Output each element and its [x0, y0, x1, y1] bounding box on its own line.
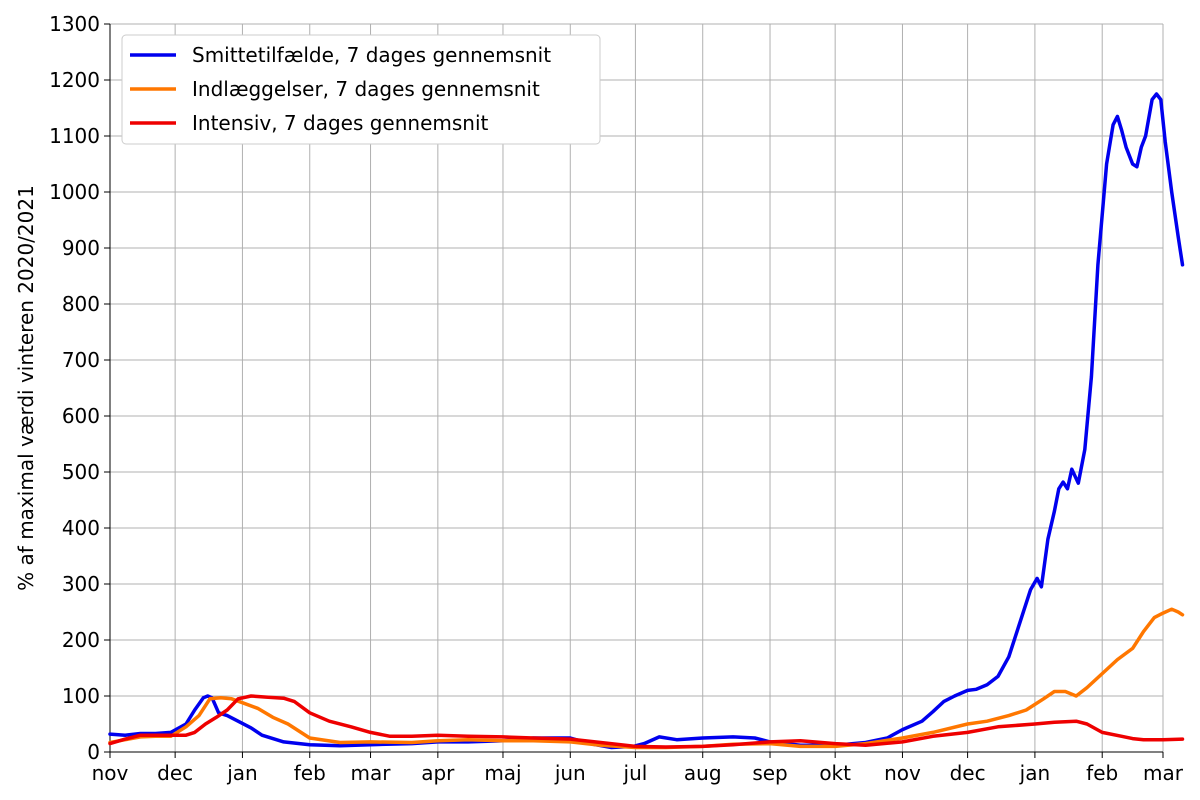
y-tick-label: 600 — [62, 404, 100, 428]
y-tick-label: 800 — [62, 292, 100, 316]
x-tick-label: okt — [819, 761, 851, 785]
y-tick-label: 300 — [62, 572, 100, 596]
x-tick-label: feb — [294, 761, 326, 785]
x-tick-label: nov — [92, 761, 129, 785]
legend-label-0: Smittetilfælde, 7 dages gennemsnit — [192, 43, 551, 67]
x-ticks: nov dec jan feb mar apr maj jun jul aug sep okt nov d… — [92, 752, 1184, 785]
y-tick-label: 400 — [62, 516, 100, 540]
legend-box — [121, 34, 601, 145]
y-tick-label: 700 — [62, 348, 100, 372]
x-tick-label: mar — [1143, 761, 1184, 785]
y-tick-label: 1300 — [49, 12, 100, 36]
x-tick-label: sep — [752, 761, 787, 785]
x-tick-label: nov — [884, 761, 921, 785]
axes — [109, 24, 1163, 753]
x-tick-label: jan — [226, 761, 258, 785]
y-tick-label: 200 — [62, 628, 100, 652]
series-line-0 — [108, 92, 1185, 750]
y-ticks: 0 100 200 300 400 500 600 700 800 900 1000 1100 1200… — [49, 12, 110, 764]
legend-label-2: Intensiv, 7 dages gennemsnit — [192, 111, 489, 135]
y-tick-label: 1000 — [49, 180, 100, 204]
y-tick-label: 500 — [62, 460, 100, 484]
x-tick-label: jun — [554, 761, 586, 785]
y-tick-label: 0 — [87, 740, 100, 764]
y-tick-label: 100 — [62, 684, 100, 708]
x-tick-label: feb — [1086, 761, 1118, 785]
x-tick-label: maj — [484, 761, 521, 785]
series-line-2 — [108, 694, 1185, 749]
legend-label-1: Indlæggelser, 7 dages gennemsnit — [192, 77, 540, 101]
x-tick-label: mar — [351, 761, 392, 785]
x-tick-label: dec — [950, 761, 986, 785]
y-tick-label: 1200 — [49, 68, 100, 92]
legend: Smittetilfælde, 7 dages gennemsnit Indlæg… — [121, 34, 601, 145]
y-axis-title: % af maximal værdi vinteren 2020/2021 — [14, 185, 38, 591]
y-tick-label: 1100 — [49, 124, 100, 148]
x-tick-label: dec — [157, 761, 193, 785]
x-tick-label: aug — [684, 761, 722, 785]
x-tick-label: jan — [1019, 761, 1051, 785]
series-lines — [108, 92, 1185, 750]
x-tick-label: apr — [421, 761, 455, 785]
y-tick-label: 900 — [62, 236, 100, 260]
x-tick-label: jul — [623, 761, 648, 785]
